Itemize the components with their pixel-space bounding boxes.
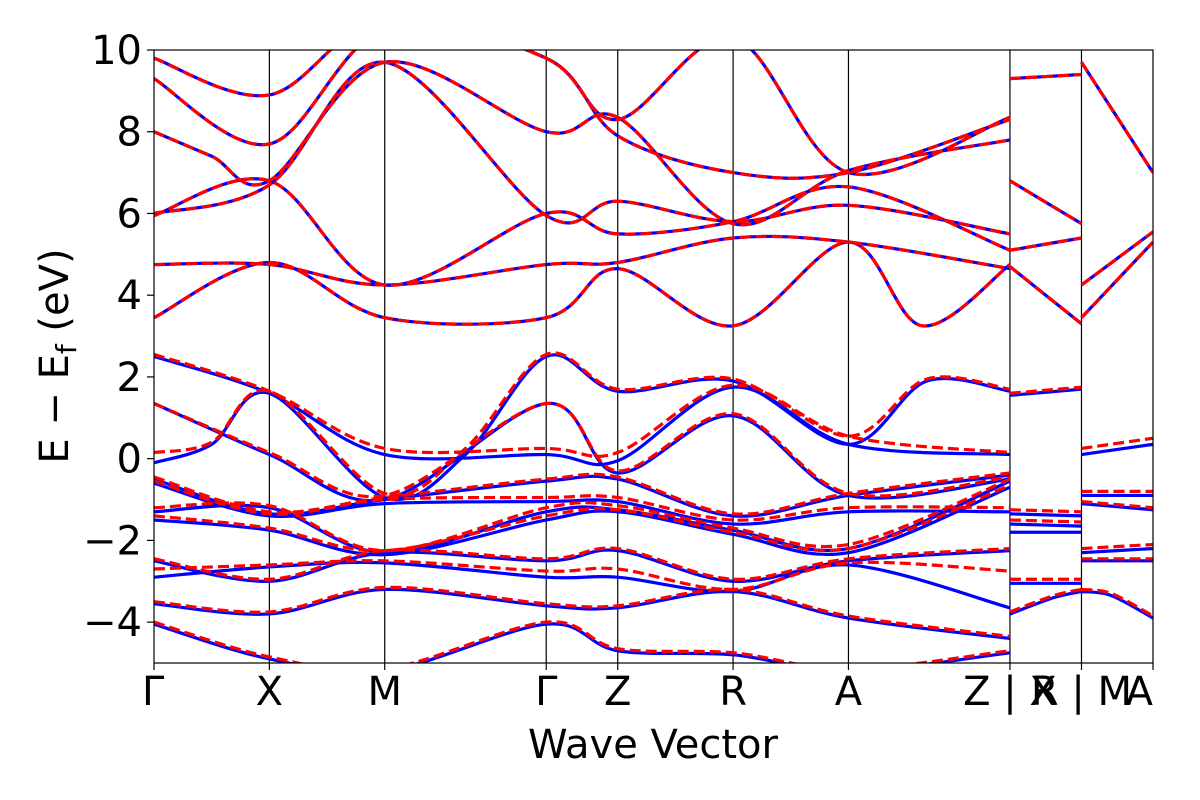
x-tick-label: X	[256, 669, 283, 715]
band-1-23	[154, 234, 1011, 287]
band-1-21	[1081, 587, 1153, 618]
band-1-24	[154, 177, 1011, 287]
x-tick-label: Z | X	[963, 669, 1057, 715]
y-axis-title: E − Ef (eV)	[32, 248, 83, 463]
y-tick-label: 10	[91, 28, 142, 74]
band-0-13	[1009, 522, 1082, 528]
x-tick-label: M	[367, 669, 402, 715]
plot-frame	[153, 49, 1154, 664]
band-0-7	[154, 548, 1011, 583]
band-1-18	[1081, 499, 1153, 510]
band-1-29	[1008, 265, 1083, 326]
y-axis: −4 −2 0 2 4 6 8 10	[83, 28, 154, 646]
band-1-22	[154, 240, 1011, 328]
band-0-17	[1081, 442, 1153, 457]
band-1-28	[154, 50, 1011, 176]
y-tick-label: 8	[117, 110, 142, 156]
y-axis-title-main: E − E	[32, 354, 78, 464]
y-tick-label: 0	[117, 437, 142, 483]
y-axis-title-unit: (eV)	[32, 248, 78, 344]
band-1-15	[1009, 587, 1082, 614]
band-1-11	[1009, 385, 1082, 395]
band-0-1	[154, 353, 1011, 501]
band-1-35	[1080, 61, 1153, 174]
band-1-9	[154, 585, 1011, 639]
band-1-26	[154, 60, 1011, 227]
y-tick-label: 6	[117, 191, 142, 237]
band-1-4	[154, 479, 1010, 522]
band-1-30	[1009, 236, 1082, 252]
band-0-16	[1009, 589, 1082, 616]
band-1-6	[154, 483, 1011, 553]
band-1-1	[154, 351, 1011, 497]
band-0-2	[154, 401, 1011, 503]
band-1-33	[1080, 240, 1153, 319]
x-tick-label: R	[719, 669, 747, 715]
band-1-3	[154, 471, 1011, 516]
x-axis-title: Wave Vector	[528, 722, 779, 768]
x-tick-label: Γ	[535, 669, 558, 715]
y-tick-label: 4	[117, 273, 142, 319]
bands	[154, 50, 1153, 663]
band-0-12	[1009, 512, 1082, 518]
band-0-20	[1081, 546, 1153, 555]
band-0-22	[1081, 589, 1153, 620]
band-1-34	[1080, 230, 1153, 287]
band-0-6	[154, 485, 1011, 557]
x-tick-label: Γ	[142, 669, 165, 715]
x-tick-label: Z	[604, 669, 631, 715]
band-1-19	[1081, 542, 1153, 551]
y-tick-label: −2	[83, 518, 142, 564]
band-0-11	[1009, 387, 1082, 397]
y-tick-label: 2	[117, 355, 142, 401]
x-tick-label: R | M	[1031, 669, 1132, 715]
y-axis-title-sub: f	[50, 343, 83, 354]
band-1-7	[154, 546, 1011, 581]
band-1-25	[154, 60, 1011, 236]
band-1-12	[1009, 508, 1082, 514]
band-1-32	[1009, 72, 1082, 81]
y-tick-label: −4	[83, 600, 142, 646]
series-dashed	[154, 50, 1153, 663]
band-0-9	[154, 587, 1011, 641]
band-0-19	[1081, 502, 1153, 512]
x-tick-label: A	[835, 669, 863, 715]
band-1-31	[1009, 179, 1083, 226]
band-1-16	[1081, 436, 1153, 451]
band-0-4	[154, 481, 1010, 526]
band-1-8	[154, 559, 1011, 592]
band-0-8	[154, 560, 1011, 610]
band-1-13	[1009, 518, 1082, 524]
band-1-2	[154, 401, 1011, 499]
band-1-5	[154, 477, 1011, 553]
x-tick-label: A	[1126, 669, 1154, 715]
